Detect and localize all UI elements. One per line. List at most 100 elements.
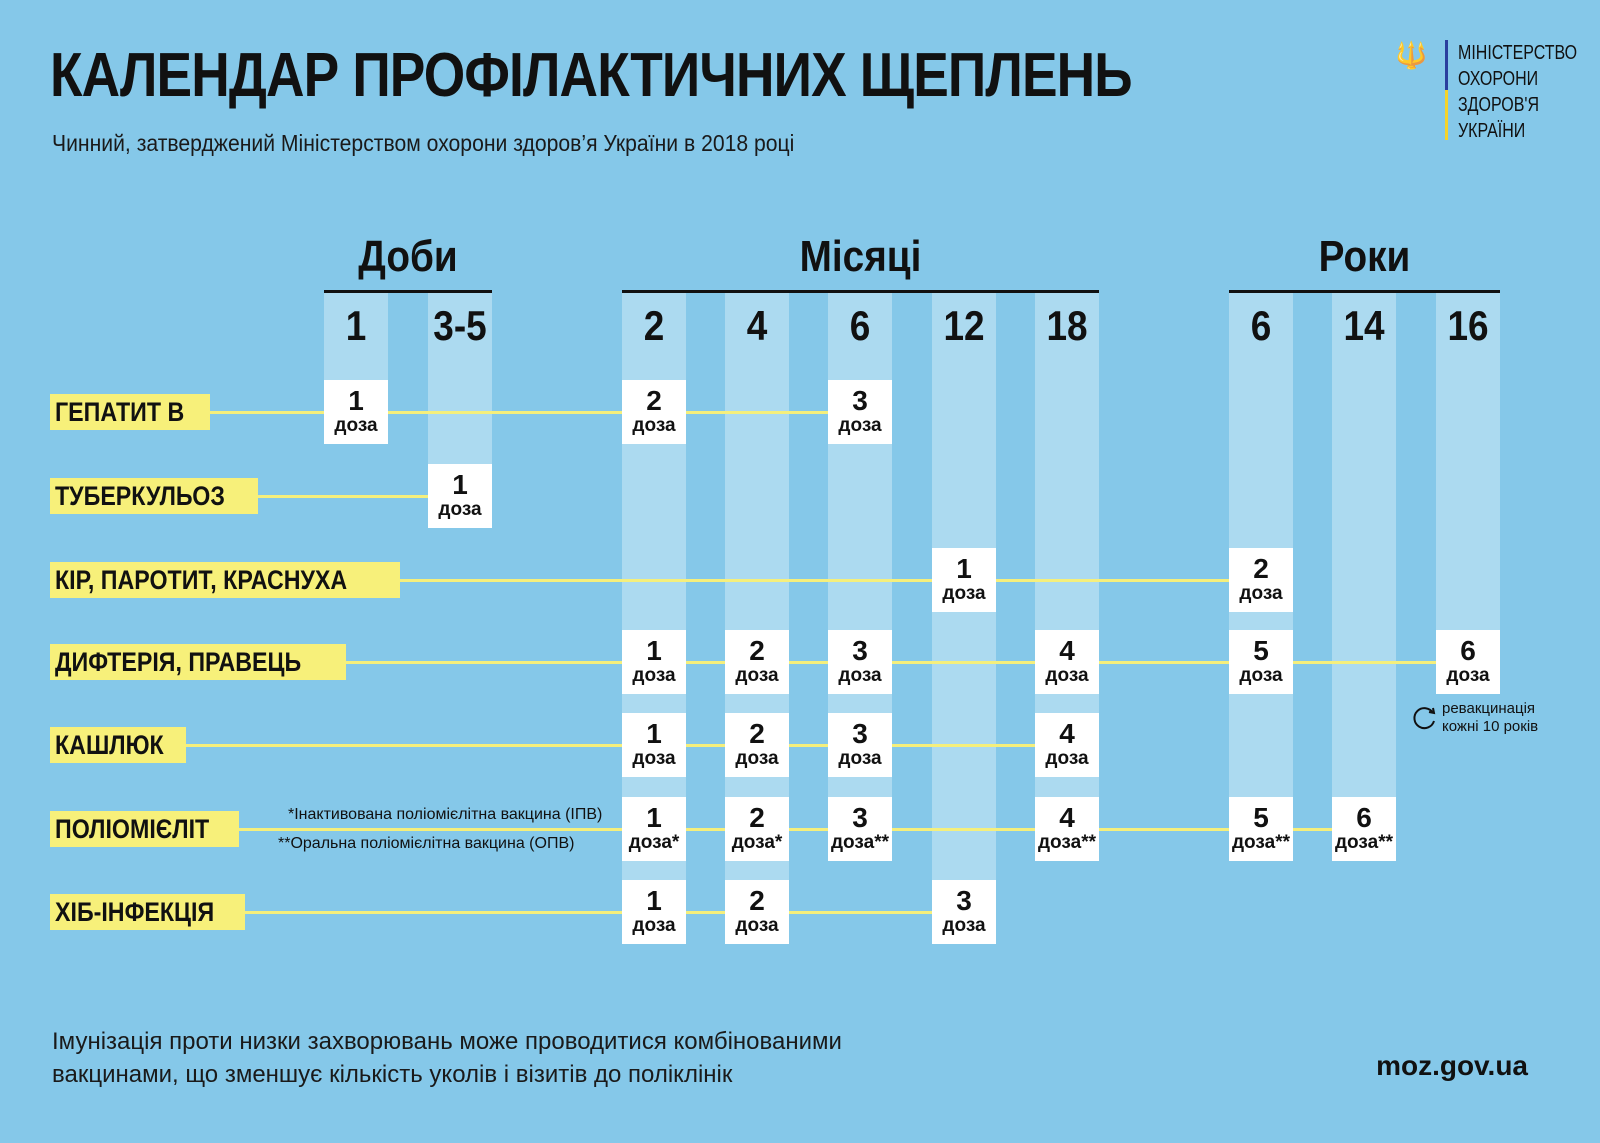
logo-line: УКРАЇНИ <box>1458 120 1526 142</box>
group-header: Роки <box>1318 232 1411 281</box>
page-title: КАЛЕНДАР ПРОФІЛАКТИЧНИХ ЩЕПЛЕНЬ <box>50 41 1133 110</box>
column-header: 4 <box>746 302 768 349</box>
dose-number: 2 <box>749 718 765 749</box>
disease-name: КАШЛЮК <box>55 730 164 760</box>
dose-number: 3 <box>956 885 972 916</box>
dose-word: доза <box>828 666 892 686</box>
dose-label: доза <box>1446 665 1490 686</box>
dose-label: доза <box>632 915 676 936</box>
footer-line: вакцинами, що зменшує кількість уколів і… <box>52 1061 733 1088</box>
group-header: Доби <box>358 232 458 281</box>
revaccination-line: кожні 10 років <box>1442 718 1539 735</box>
website-link[interactable]: moz.gov.ua <box>1376 1050 1528 1081</box>
dose-label: доза <box>735 665 779 686</box>
dose-number: 2 <box>749 885 765 916</box>
dose-number: 1 <box>646 718 662 749</box>
dose-label: доза <box>838 748 882 769</box>
dose-box: 3 доза <box>932 880 996 944</box>
row-line <box>60 828 1364 831</box>
dose-box: 2 доза <box>725 713 789 777</box>
dose-footnote-mark: * <box>671 832 680 853</box>
dose-label: доза <box>831 832 875 853</box>
dose-box: 3 доза <box>828 713 892 777</box>
ministry-logo: 🔱 МІНІСТЕРСТВО ОХОРОНИ ЗДОРОВ'Я УКРАЇНИ <box>1395 40 1600 144</box>
disease-name: КІР, ПАРОТИТ, КРАСНУХА <box>55 565 348 595</box>
dose-box: 1 доза <box>324 380 388 444</box>
disease-label: ГЕПАТИТ В <box>50 394 211 430</box>
dose-box: 4 доза <box>1035 713 1099 777</box>
footer-text: Імунізація проти низки захворювань може … <box>52 1025 842 1091</box>
flag-bar <box>1445 40 1449 140</box>
dose-number: 5 <box>1253 635 1269 666</box>
dose-number: 2 <box>1253 553 1269 584</box>
row-line <box>60 579 1261 582</box>
dose-label: доза <box>628 832 672 853</box>
group-underline <box>1229 290 1500 293</box>
column-header: 1 <box>345 302 367 349</box>
dose-number: 6 <box>1356 802 1372 833</box>
dose-word: доза** <box>1035 833 1099 853</box>
row-line <box>60 411 860 414</box>
column-header: 18 <box>1046 302 1088 349</box>
dose-footnote-mark: ** <box>1081 832 1096 853</box>
dose-number: 2 <box>749 635 765 666</box>
column-stripe <box>1436 292 1500 694</box>
revaccination-line: ревакцинація <box>1442 700 1536 717</box>
dose-word: доза <box>622 916 686 936</box>
column-header: 16 <box>1447 302 1489 349</box>
dose-box: 1 доза <box>622 713 686 777</box>
dose-word: доза <box>428 500 492 520</box>
dose-word: доза** <box>828 833 892 853</box>
dose-label: доза <box>334 415 378 436</box>
dose-word: доза <box>1436 666 1500 686</box>
dose-footnote-mark: ** <box>874 832 889 853</box>
dose-word: доза <box>1229 666 1293 686</box>
dose-label: доза <box>1232 832 1276 853</box>
dose-footnote-mark: ** <box>1275 832 1290 853</box>
row-line <box>60 495 460 498</box>
dose-number: 2 <box>646 385 662 416</box>
dose-box: 2 доза <box>725 630 789 694</box>
dose-box: 1 доза* <box>622 797 686 861</box>
disease-name: ХІБ-ІНФЕКЦІЯ <box>55 897 215 927</box>
dose-word: доза <box>828 416 892 436</box>
dose-label: доза <box>1239 583 1283 604</box>
dose-number: 4 <box>1059 802 1075 833</box>
dose-number: 3 <box>852 385 868 416</box>
dose-word: доза <box>828 749 892 769</box>
dose-label: доза <box>438 499 482 520</box>
footnote-ipv: *Інактивована поліомієлітна вакцина (ІПВ… <box>288 806 603 823</box>
column-header: 2 <box>643 302 665 349</box>
dose-word: доза <box>1229 584 1293 604</box>
dose-box: 1 доза <box>622 880 686 944</box>
dose-label: доза <box>942 915 986 936</box>
dose-word: доза <box>622 416 686 436</box>
dose-number: 1 <box>646 885 662 916</box>
dose-number: 3 <box>852 802 868 833</box>
disease-label: ПОЛІОМІЄЛІТ <box>50 811 240 847</box>
dose-word: доза** <box>1229 833 1293 853</box>
page-subtitle: Чинний, затверджений Міністерством охоро… <box>52 130 795 156</box>
dose-label: доза <box>632 748 676 769</box>
column-header: 3-5 <box>433 302 487 349</box>
column-header: 14 <box>1343 302 1385 349</box>
dose-label: доза <box>838 665 882 686</box>
dose-label: доза <box>735 748 779 769</box>
dose-box: 1 доза <box>428 464 492 528</box>
footer-line: Імунізація проти низки захворювань може … <box>52 1028 842 1055</box>
logo-line: МІНІСТЕРСТВО <box>1458 42 1578 64</box>
dose-label: доза <box>1038 832 1082 853</box>
dose-box: 3 доза <box>828 380 892 444</box>
logo-line: ОХОРОНИ <box>1458 68 1539 90</box>
disease-label: КІР, ПАРОТИТ, КРАСНУХА <box>50 562 400 598</box>
disease-label: КАШЛЮК <box>50 727 187 763</box>
logo-line: ЗДОРОВ'Я <box>1458 94 1540 116</box>
dose-number: 1 <box>452 469 468 500</box>
dose-word: доза <box>725 749 789 769</box>
dose-word: доза <box>725 916 789 936</box>
dose-box: 3 доза** <box>828 797 892 861</box>
dose-box: 6 доза <box>1436 630 1500 694</box>
disease-label: ТУБЕРКУЛЬОЗ <box>50 478 258 514</box>
dose-word: доза* <box>725 833 789 853</box>
